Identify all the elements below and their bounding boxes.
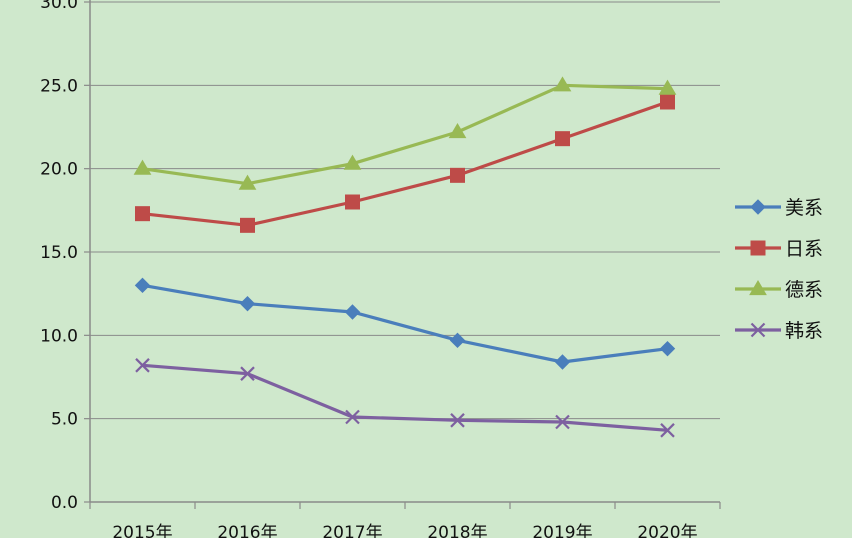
legend-marker — [750, 322, 766, 338]
data-point — [240, 366, 255, 381]
data-point — [658, 79, 677, 95]
x-marker-stroke — [240, 366, 255, 381]
y-tick-label: 20.0 — [40, 160, 78, 180]
data-point — [555, 131, 570, 147]
y-tick-label: 15.0 — [40, 243, 78, 263]
x-marker-stroke — [750, 322, 766, 338]
legend-item: 德系 — [735, 279, 823, 301]
y-tick-label: 30.0 — [40, 0, 78, 13]
data-point — [345, 409, 360, 425]
x-tick-label: 2017年 — [322, 523, 382, 538]
legend-item: 日系 — [735, 238, 823, 260]
data-point — [660, 94, 675, 110]
data-point — [238, 174, 257, 190]
x-marker-stroke — [345, 409, 360, 425]
data-point — [450, 167, 465, 183]
data-point — [135, 358, 150, 373]
data-point — [345, 194, 360, 210]
legend-label: 德系 — [785, 279, 823, 301]
legend-item: 韩系 — [735, 320, 823, 342]
data-point — [343, 154, 362, 170]
data-point — [448, 123, 467, 139]
data-point — [239, 295, 256, 312]
y-tick-label: 10.0 — [40, 326, 78, 346]
x-tick-label: 2016年 — [217, 523, 277, 538]
data-point — [659, 340, 676, 357]
x-tick-label: 2019年 — [532, 523, 592, 538]
series-line — [142, 100, 669, 227]
legend-item: 美系 — [735, 197, 823, 219]
series-line — [142, 283, 668, 364]
y-tick-label: 25.0 — [40, 76, 78, 96]
series-line — [142, 83, 668, 186]
series-3 — [135, 358, 675, 438]
series-0 — [134, 277, 676, 370]
data-point — [450, 413, 465, 428]
legend-label: 韩系 — [785, 320, 823, 342]
data-point — [344, 304, 361, 320]
legend-marker — [750, 199, 766, 215]
data-point — [134, 277, 151, 294]
x-marker-stroke — [450, 413, 465, 428]
x-marker-stroke — [660, 423, 675, 438]
x-marker-stroke — [135, 358, 150, 373]
data-point — [660, 423, 675, 438]
series-line — [142, 363, 668, 432]
x-tick-label: 2015年 — [112, 523, 172, 538]
y-tick-label: 5.0 — [51, 410, 78, 430]
data-point — [240, 217, 255, 233]
legend-label: 美系 — [785, 197, 823, 219]
series-1 — [135, 94, 675, 233]
legend-marker — [749, 280, 767, 296]
data-point — [133, 159, 152, 175]
data-point — [135, 206, 150, 222]
data-point — [553, 76, 572, 92]
series-2 — [133, 76, 677, 190]
data-point — [555, 414, 570, 430]
x-tick-label: 2020年 — [637, 523, 697, 538]
data-point — [449, 332, 466, 349]
legend-marker — [750, 240, 766, 256]
data-point — [554, 354, 571, 370]
legend-label: 日系 — [785, 238, 823, 260]
x-marker-stroke — [555, 414, 570, 430]
x-tick-label: 2018年 — [427, 523, 487, 538]
y-tick-label: 0.0 — [51, 493, 78, 513]
